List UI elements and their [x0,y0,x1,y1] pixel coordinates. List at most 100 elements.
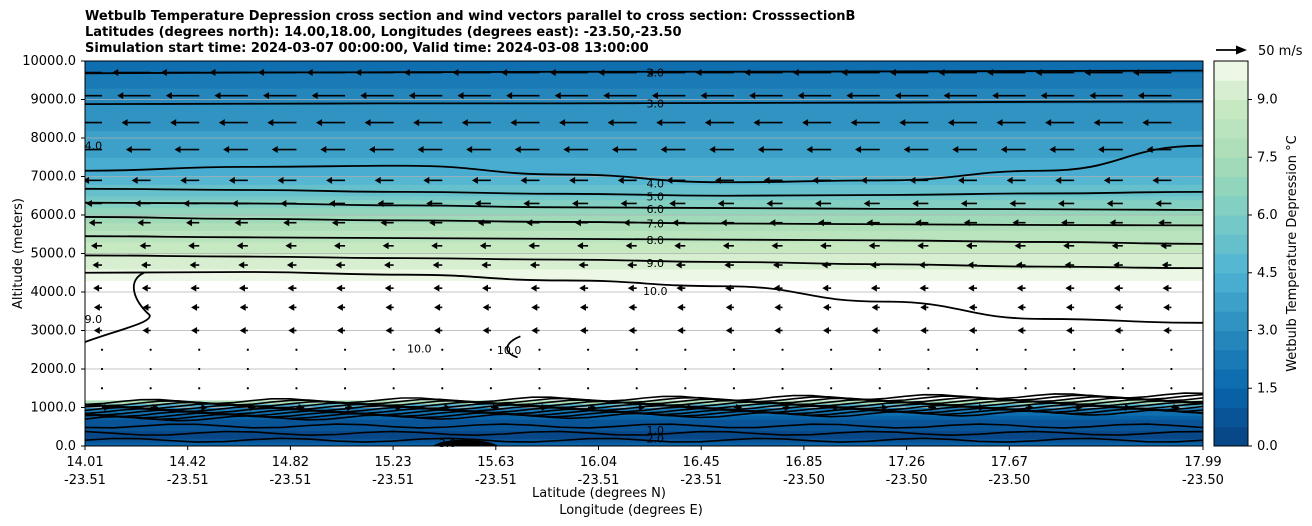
wind-vector [587,348,590,351]
wind-vector-dot [489,367,492,371]
field-band [85,430,1203,436]
colorbar-segment [1214,330,1248,351]
wind-vector-head [1049,146,1056,154]
wind-vector [531,327,540,334]
wind-vector [732,387,736,390]
wind-vector [744,69,783,77]
field-band [85,114,1203,120]
field-band [85,99,1203,104]
contour-label-text: 2.0 [646,432,664,445]
wind-vector [927,367,930,371]
wind-vector [432,261,443,269]
wind-vector [850,119,880,127]
wind-vector [651,92,686,100]
contour-line-4.0 [85,144,1203,184]
wind-vector [489,348,492,351]
wind-vector-head [920,303,927,311]
wind-vector [471,176,491,184]
wind-vector-head [288,327,295,334]
contour-line-10.0 [85,271,1203,324]
field-band [85,203,1203,208]
wind-vector [441,367,444,371]
wind-vector [174,146,200,154]
wind-vector-head [514,146,521,154]
wind-vector-dot [878,367,881,371]
field-band [85,122,1203,128]
wind-vector-head [820,242,827,250]
wind-vector [920,327,929,334]
wind-vector [774,327,783,334]
field-band [85,172,1203,178]
wind-vector-head [1017,303,1024,311]
field-band [85,72,1203,77]
x-tick-label-lat: 16.45 [683,455,720,470]
wind-vector-dot [635,367,638,371]
wind-vector [530,284,540,292]
wind-vector-head [93,303,100,311]
field-band [85,84,1203,89]
plot-overlay: 2.03.04.05.06.07.08.09.010.010.0 10.04.09… [85,67,668,450]
contour-label: 9.0 [646,257,664,270]
wind-vector-head [316,119,323,127]
wind-vector [234,219,248,227]
x-tick-label-lon: -23.51 [64,473,106,488]
wind-vector [871,327,880,334]
wind-vector [246,387,249,390]
wind-vector [860,176,880,184]
wind-vector-head [895,92,902,100]
contour-label-text: 9.0 [85,313,103,326]
colorbar-segment [1214,388,1248,408]
wind-vector-head [870,261,877,269]
wind-vector [343,348,347,351]
field-band [85,238,1203,243]
wind-vector [1017,303,1026,311]
wind-vector [190,284,200,292]
wind-vector-head [1161,261,1168,269]
wind-vector [1066,303,1075,311]
wind-vector [636,404,645,411]
wind-vector [559,119,589,127]
field-band [85,168,1203,174]
wind-vector [198,387,201,390]
wind-vector-head [374,176,381,184]
wind-vector [724,261,734,269]
wind-vector-head [1111,242,1118,250]
wind-vector [306,69,346,77]
contour-label-text: 6.0 [646,203,664,216]
contour-label-text: 3.0 [646,97,664,110]
field-band [85,222,1203,228]
wind-vector-dot [441,387,444,390]
wind-vector [968,327,977,334]
wind-vector-head [134,199,141,207]
wind-vector [377,199,394,207]
wind-vector [958,176,977,184]
wind-vector [1106,199,1123,207]
x-tick-label-lon: -23.50 [1182,473,1224,488]
colorbar-segment [1214,234,1248,254]
wind-vector [720,219,734,227]
wind-vector-head [112,69,119,77]
wind-vector-head [952,146,959,154]
wind-vector [85,176,103,184]
field-band [85,226,1203,231]
y-tick-label: 5000.0 [31,247,77,262]
wind-vector [355,69,394,77]
wind-vector-head [283,219,290,227]
contour-label: 3.0 [646,97,664,110]
wind-vector-head [506,92,513,100]
y-tick-label: 2000.0 [31,362,77,377]
wind-vector [149,387,152,390]
field-band [85,230,1203,235]
wind-vector [1058,199,1075,207]
field-band [85,138,1203,143]
wind-vector [239,327,248,334]
wind-vector-head [563,146,570,154]
wind-vector [368,146,394,154]
wind-vector-head [218,119,225,127]
wind-vector-head [763,176,770,184]
wind-vector-dot [538,367,541,371]
contour-line-6.0 [85,201,1203,211]
wind-vector [996,119,1026,127]
field-band [85,218,1203,224]
wind-vector [868,242,880,250]
